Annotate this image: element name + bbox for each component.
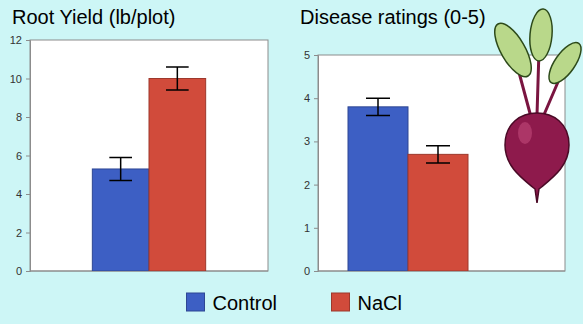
beet-highlight <box>518 122 532 144</box>
y-tick: 10 <box>10 73 30 85</box>
bar <box>408 154 468 271</box>
y-tick-label: 4 <box>304 92 310 104</box>
y-tick: 4 <box>16 188 30 200</box>
chart-panel: Disease ratings (0-5) 0 1 2 3 4 5 <box>300 6 565 277</box>
y-tick-mark <box>26 156 30 157</box>
y-tick-mark <box>314 98 318 99</box>
y-tick: 1 <box>304 222 318 234</box>
legend-label: Control <box>213 292 277 314</box>
y-tick: 5 <box>304 49 318 61</box>
y-tick-label: 12 <box>10 34 22 46</box>
marks <box>92 67 205 271</box>
figure: Root Yield (lb/plot)024681012ControlNaCl… <box>0 0 583 324</box>
beet-root <box>505 113 569 203</box>
y-tick: 2 <box>16 227 30 239</box>
y-tick: 3 <box>304 135 318 147</box>
y-tick-label: 10 <box>10 73 22 85</box>
beet-icon <box>488 8 583 203</box>
y-tick-label: 2 <box>304 179 310 191</box>
marks <box>348 98 468 271</box>
error-bar <box>426 146 450 163</box>
y-tick-label: 4 <box>16 188 22 200</box>
error-bar-line <box>109 157 132 180</box>
y-tick-label: 0 <box>304 265 310 277</box>
y-tick-label: 6 <box>16 150 22 162</box>
beet-leaf <box>528 8 554 62</box>
y-tick: 2 <box>304 179 318 191</box>
y-tick-mark <box>26 117 30 118</box>
beet-leaf <box>543 38 583 89</box>
chart-title: Root Yield (lb/plot) <box>12 6 175 28</box>
chart-panel: Root Yield (lb/plot) 0 2 4 6 8 10 12 <box>10 6 268 277</box>
error-bar-line <box>426 146 450 163</box>
error-bar <box>366 98 390 115</box>
chart-title: Disease ratings (0-5) <box>300 6 486 28</box>
y-tick-mark <box>314 271 318 272</box>
y-tick: 0 <box>16 265 30 277</box>
y-tick: 6 <box>16 150 30 162</box>
y-tick-mark <box>26 233 30 234</box>
y-axis: 0 2 4 6 8 10 12 <box>10 34 31 277</box>
legend: Control NaCl <box>187 292 402 314</box>
error-bar <box>166 67 189 90</box>
y-tick-label: 5 <box>304 49 310 61</box>
y-tick-mark <box>314 55 318 56</box>
bar <box>149 79 206 272</box>
plot-area <box>30 40 268 271</box>
y-axis-line <box>314 56 319 272</box>
y-tick: 8 <box>16 111 30 123</box>
y-tick-label: 0 <box>16 265 22 277</box>
y-tick: 0 <box>304 265 318 277</box>
y-tick-mark <box>314 141 318 142</box>
y-tick-mark <box>26 194 30 195</box>
y-tick-mark <box>314 185 318 186</box>
y-tick-label: 3 <box>304 135 310 147</box>
legend-swatch <box>187 293 205 311</box>
legend-swatch <box>332 293 350 311</box>
legend-label: NaCl <box>358 292 402 314</box>
error-bar <box>109 157 132 180</box>
y-axis-line <box>26 41 31 272</box>
error-bar-line <box>366 98 390 115</box>
y-tick-label: 8 <box>16 111 22 123</box>
y-axis: 0 1 2 3 4 5 <box>304 49 319 277</box>
y-tick-mark <box>26 79 30 80</box>
error-bar-line <box>166 67 189 90</box>
y-tick-mark <box>26 271 30 272</box>
y-tick: 4 <box>304 92 318 104</box>
y-tick-label: 2 <box>16 227 22 239</box>
bar <box>348 107 408 271</box>
y-tick-mark <box>314 228 318 229</box>
y-tick-label: 1 <box>304 222 310 234</box>
bar <box>92 169 149 271</box>
y-tick-mark <box>26 40 30 41</box>
y-tick: 12 <box>10 34 30 46</box>
background <box>0 0 583 324</box>
